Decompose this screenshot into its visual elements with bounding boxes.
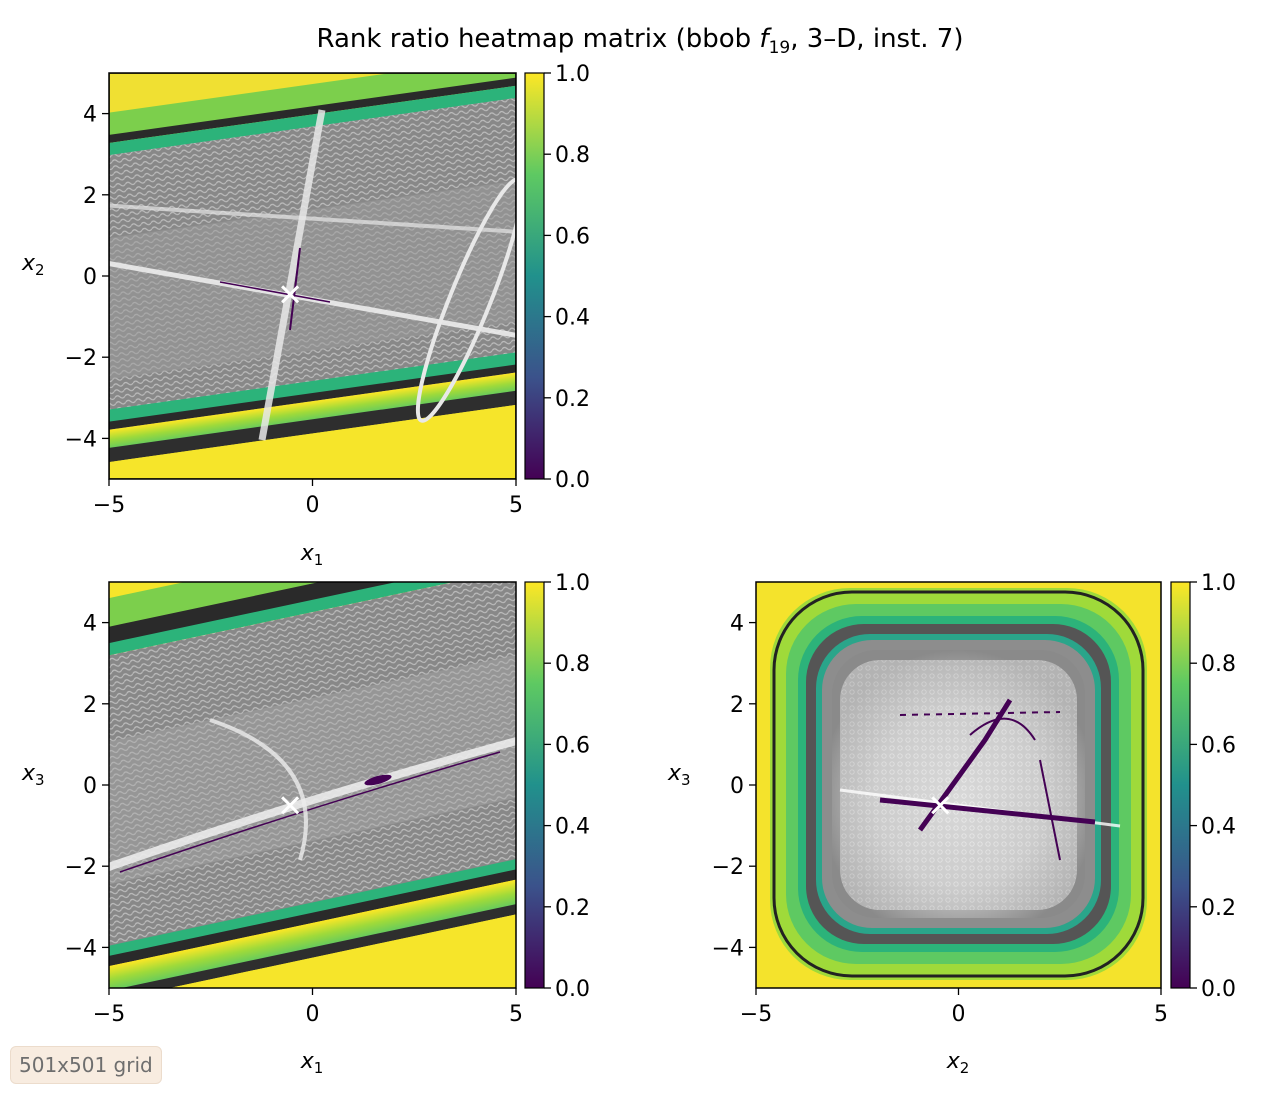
y-axis-label: x3 (21, 761, 45, 789)
optimum-marker (281, 285, 300, 304)
x-tick-label: 0 (306, 493, 320, 518)
colorbar-tick-label: 0.8 (1201, 652, 1236, 677)
y-tick-label: 4 (83, 103, 97, 128)
y-tick-label: 0 (730, 774, 744, 799)
x-tick-label: −5 (93, 493, 125, 518)
colorbar-tick-label: 0.4 (1201, 815, 1236, 840)
colorbar-x1-x2: 0.0 0.2 0.4 0.6 0.8 1.0 (524, 62, 590, 493)
heatmap-image-x1-x3 (109, 582, 516, 988)
x-tick-label: 5 (509, 493, 523, 518)
y-tick-label: 2 (730, 693, 744, 718)
optimum-marker (281, 796, 300, 815)
colorbar-tick-label: 1.0 (555, 571, 590, 596)
colorbar-tick-label: 0.0 (555, 468, 590, 493)
colorbar-tick-label: 0.2 (555, 387, 590, 412)
colorbar-tick-label: 0.6 (555, 733, 590, 758)
y-tick-label: −4 (65, 427, 97, 452)
colorbar-tick-label: 0.4 (555, 306, 590, 331)
colorbar-tick-label: 0.8 (555, 143, 590, 168)
x-tick-label: 0 (952, 1002, 966, 1027)
y-tick-label: −2 (65, 855, 97, 880)
y-axis-label: x3 (667, 761, 691, 789)
x-tick-label: 5 (509, 1002, 523, 1027)
colorbar-tick-label: 0.0 (1201, 977, 1236, 1002)
y-axis-label: x2 (21, 251, 45, 279)
x-axis-label: x2 (946, 1049, 970, 1077)
colorbar-x1-x3: 0.0 0.2 0.4 0.6 0.8 1.0 (524, 571, 590, 1002)
y-tick-label: −4 (712, 936, 744, 961)
heatmap-x2-x3: −5 0 5 −4 −2 0 2 4 x2 x3 0.0 0.2 0.4 0.6 0.8 1.0 (667, 571, 1236, 1077)
heatmap-image-x2-x3 (756, 582, 1161, 988)
optimum-x-marker (281, 796, 300, 815)
y-tick-label: 0 (83, 774, 97, 799)
optimum-x-marker (931, 796, 950, 815)
heatmap-x1-x3: −5 0 5 −4 −2 0 2 4 x1 x3 0.0 0.2 0.4 0.6 0.8 1.0 (21, 571, 590, 1077)
colorbar-tick-label: 0.8 (555, 652, 590, 677)
heatmap-x1-x2: −5 0 5 −4 −2 0 2 4 x1 x2 0.0 0.2 0.4 0.6 0.8 1.0 (21, 62, 590, 569)
colorbar-tick-label: 1.0 (555, 62, 590, 87)
optimum-x-marker (281, 285, 300, 304)
heatmap-image-x1-x2 (109, 73, 516, 479)
y-tick-label: 0 (83, 265, 97, 290)
y-tick-label: 2 (83, 184, 97, 209)
figure-title: Rank ratio heatmap matrix (bbob f19, 3–D… (317, 24, 964, 58)
x-axis-label: x1 (300, 541, 324, 569)
x-axis-label: x1 (300, 1049, 324, 1077)
y-tick-label: −2 (712, 855, 744, 880)
colorbar-tick-label: 0.6 (1201, 733, 1236, 758)
colorbar-tick-label: 0.6 (555, 224, 590, 249)
y-tick-label: 4 (83, 612, 97, 637)
colorbar-x2-x3: 0.0 0.2 0.4 0.6 0.8 1.0 (1170, 571, 1236, 1002)
x-tick-label: 5 (1154, 1002, 1168, 1027)
colorbar-gradient (524, 72, 545, 480)
colorbar-tick-label: 1.0 (1201, 571, 1236, 596)
grid-size-badge: 501x501 grid (10, 1046, 162, 1084)
colorbar-tick-label: 0.2 (1201, 896, 1236, 921)
y-tick-label: −4 (65, 936, 97, 961)
x-tick-label: −5 (93, 1002, 125, 1027)
x-tick-label: −5 (740, 1002, 772, 1027)
colorbar-gradient (1170, 581, 1191, 989)
optimum-marker (931, 796, 950, 815)
y-tick-label: 2 (83, 693, 97, 718)
colorbar-gradient (524, 581, 545, 989)
colorbar-tick-label: 0.4 (555, 815, 590, 840)
colorbar-tick-label: 0.0 (555, 977, 590, 1002)
y-tick-label: −2 (65, 346, 97, 371)
x-tick-label: 0 (306, 1002, 320, 1027)
y-tick-label: 4 (730, 612, 744, 637)
colorbar-tick-label: 0.2 (555, 896, 590, 921)
